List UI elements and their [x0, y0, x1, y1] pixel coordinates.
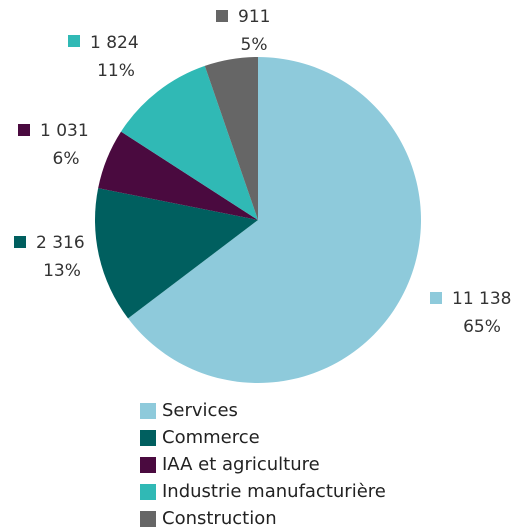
- label-swatch: [14, 236, 26, 248]
- legend-swatch: [140, 457, 156, 473]
- legend-label: Services: [162, 400, 238, 421]
- legend-swatch: [140, 511, 156, 527]
- label-swatch: [18, 124, 30, 136]
- legend-swatch: [140, 430, 156, 446]
- value-label: 2 316: [36, 233, 85, 253]
- label-swatch: [68, 35, 80, 47]
- legend-label: Industrie manufacturière: [162, 481, 386, 502]
- legend-label: Commerce: [162, 427, 260, 448]
- pie-slice: [94, 188, 258, 319]
- value-label: 11 138: [452, 289, 511, 309]
- label-swatch: [430, 292, 442, 304]
- percent-label: 6%: [53, 149, 80, 169]
- label-swatch: [216, 10, 228, 22]
- value-label: 1 824: [90, 33, 139, 53]
- value-label: 1 031: [40, 121, 89, 141]
- pie-slice: [98, 131, 259, 220]
- percent-label: 11%: [97, 61, 135, 81]
- legend-label: Construction: [162, 508, 277, 529]
- pie-slice: [204, 57, 258, 220]
- percent-label: 65%: [463, 317, 501, 337]
- percent-label: 13%: [43, 261, 81, 281]
- percent-label: 5%: [241, 35, 268, 55]
- value-label: 911: [238, 7, 270, 27]
- pie-slice: [121, 65, 258, 220]
- pie-slice: [128, 57, 422, 383]
- legend-label: IAA et agriculture: [162, 454, 320, 475]
- legend-swatch: [140, 403, 156, 419]
- legend-swatch: [140, 484, 156, 500]
